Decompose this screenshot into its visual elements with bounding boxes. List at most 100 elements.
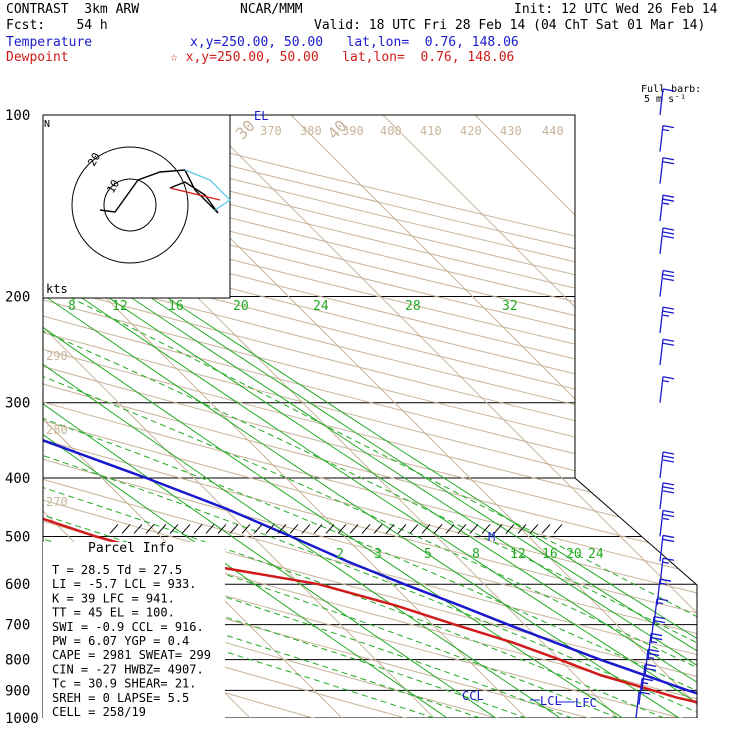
wind-barb bbox=[659, 157, 675, 184]
theta-label-top: 380 bbox=[300, 124, 322, 138]
dry-adiabat-line bbox=[43, 115, 545, 718]
level-hatch-mark bbox=[553, 524, 563, 534]
parcel-info-row: K = 39 LFC = 941. bbox=[52, 591, 175, 605]
mixing-ratio-line bbox=[123, 268, 697, 718]
pressure-label-200: 200 bbox=[5, 290, 30, 306]
wind-barb bbox=[659, 306, 675, 334]
dry-adiabat-line bbox=[43, 115, 697, 718]
level-hatch-mark bbox=[421, 524, 431, 534]
pressure-label-800: 800 bbox=[5, 653, 30, 669]
wind-barb bbox=[647, 632, 663, 660]
dry-adiabat-line bbox=[43, 115, 697, 718]
level-hatch-mark bbox=[337, 524, 347, 534]
hodograph-ring-20 bbox=[71, 146, 189, 264]
wind-barb bbox=[659, 269, 675, 297]
moist-adiabat-line bbox=[43, 296, 697, 718]
level-hatch-mark bbox=[121, 524, 131, 534]
level-hatch-mark bbox=[457, 524, 467, 534]
level-hatch-mark bbox=[313, 524, 323, 534]
mixing-ratio-label-lower: 5 bbox=[424, 547, 432, 562]
parcel-info-row: CIN = -27 HWBZ= 4907. bbox=[52, 662, 204, 676]
isotherm-line bbox=[198, 115, 697, 718]
parcel-info-title: Parcel Info bbox=[88, 541, 174, 556]
level-hatch-mark bbox=[469, 524, 479, 534]
level-label-lcl: LCL bbox=[540, 694, 562, 708]
barb-key-title: Full barb: bbox=[641, 84, 702, 95]
level-hatch-mark bbox=[265, 524, 275, 534]
level-hatch-mark bbox=[481, 524, 491, 534]
parcel-info-row: T = 28.5 Td = 27.5 bbox=[52, 563, 182, 577]
hodograph-shear-vector bbox=[169, 187, 221, 201]
moist-adiabat-line bbox=[43, 296, 665, 718]
valid-time: Valid: 18 UTC Fri 28 Feb 14 (04 ChT Sat … bbox=[314, 18, 706, 33]
mixing-ratio-label-lower: 16 bbox=[542, 547, 558, 562]
theta-label-left: 290 bbox=[46, 349, 68, 363]
mixing-ratio-line bbox=[65, 268, 697, 718]
level-hatch-mark bbox=[205, 524, 215, 534]
wind-barb bbox=[635, 691, 651, 719]
dry-adiabat-line bbox=[43, 115, 697, 718]
moist-adiabat-line bbox=[67, 296, 697, 718]
level-label-ccl: CCL bbox=[462, 689, 484, 703]
pressure-label-400: 400 bbox=[5, 471, 30, 487]
hodograph-ring-label: 20 bbox=[85, 151, 103, 169]
parcel-info-row: LI = -5.7 LCL = 933. bbox=[52, 577, 197, 591]
level-hatch-mark bbox=[277, 524, 287, 534]
dry-adiabat-line bbox=[43, 115, 697, 718]
mixing-ratio-label-lower: 24 bbox=[588, 547, 604, 562]
mixing-ratio-label-lower: 2 bbox=[336, 547, 344, 562]
pressure-label-300: 300 bbox=[5, 396, 30, 412]
isotherm-line bbox=[382, 115, 697, 718]
level-label-m: M bbox=[488, 530, 495, 544]
level-hatch-mark bbox=[289, 524, 299, 534]
level-hatch-mark bbox=[169, 524, 179, 534]
level-hatch-mark bbox=[181, 524, 191, 534]
level-hatch-mark bbox=[133, 524, 143, 534]
level-hatch-mark bbox=[409, 524, 419, 534]
mixing-ratio-line bbox=[43, 268, 448, 718]
wind-barb bbox=[659, 194, 675, 222]
hodograph-storm-motion bbox=[184, 169, 232, 211]
level-hatch-mark bbox=[157, 524, 167, 534]
theta-label-top: 410 bbox=[420, 124, 442, 138]
mixing-ratio-label-upper: 32 bbox=[502, 299, 518, 314]
mixing-ratio-label-upper: 12 bbox=[112, 299, 128, 314]
wind-barb bbox=[638, 677, 654, 705]
level-hatch-mark bbox=[529, 524, 539, 534]
theta-label-top: 420 bbox=[460, 124, 482, 138]
level-label-lfc: LFC bbox=[575, 696, 597, 710]
moist-adiabat-line bbox=[43, 296, 697, 718]
theta-label-top: 440 bbox=[542, 124, 564, 138]
parcel-info-row: SWI = -0.9 CCL = 916. bbox=[52, 620, 204, 634]
mixing-ratio-label-lower: 3 bbox=[374, 547, 382, 562]
parcel-info-row: CAPE = 2981 SWEAT= 299 bbox=[52, 648, 211, 662]
mixing-ratio-label-upper: 28 bbox=[405, 299, 421, 314]
mixing-ratio-line bbox=[88, 268, 697, 718]
dry-adiabat-line bbox=[43, 115, 697, 718]
level-hatch-mark bbox=[385, 524, 395, 534]
mixing-ratio-label-upper: 24 bbox=[313, 299, 329, 314]
mixing-ratio-label-lower: 8 bbox=[472, 547, 480, 562]
level-hatch-mark bbox=[505, 524, 515, 534]
mixing-ratio-line bbox=[43, 268, 561, 718]
mixing-ratio-line bbox=[43, 268, 623, 718]
dewpoint-location: ☆ x,y=250.00, 50.00 lat,lon= 0.76, 148.0… bbox=[170, 50, 515, 65]
level-hatch-mark bbox=[433, 524, 443, 534]
theta-label-top: 390 bbox=[342, 124, 364, 138]
pressure-label-600: 600 bbox=[5, 577, 30, 593]
level-hatch-mark bbox=[193, 524, 203, 534]
barb-key-units: 5 m s⁻¹ bbox=[644, 94, 687, 105]
level-hatch-mark bbox=[397, 524, 407, 534]
wind-barb bbox=[656, 578, 672, 606]
pressure-label-100: 100 bbox=[5, 108, 30, 124]
dry-adiabat-line bbox=[43, 115, 697, 718]
model-title: CONTRAST 3km ARW bbox=[6, 2, 140, 17]
hodograph-ring-label: 10 bbox=[104, 178, 122, 196]
dewpoint-legend: Dewpoint bbox=[6, 50, 69, 65]
level-hatch-mark bbox=[229, 524, 239, 534]
dry-adiabat-line bbox=[43, 115, 452, 718]
hodograph-ring-10 bbox=[103, 178, 157, 232]
hodograph-path bbox=[99, 169, 219, 214]
isotherm-line bbox=[43, 115, 527, 718]
mixing-ratio-label-upper: 16 bbox=[168, 299, 184, 314]
